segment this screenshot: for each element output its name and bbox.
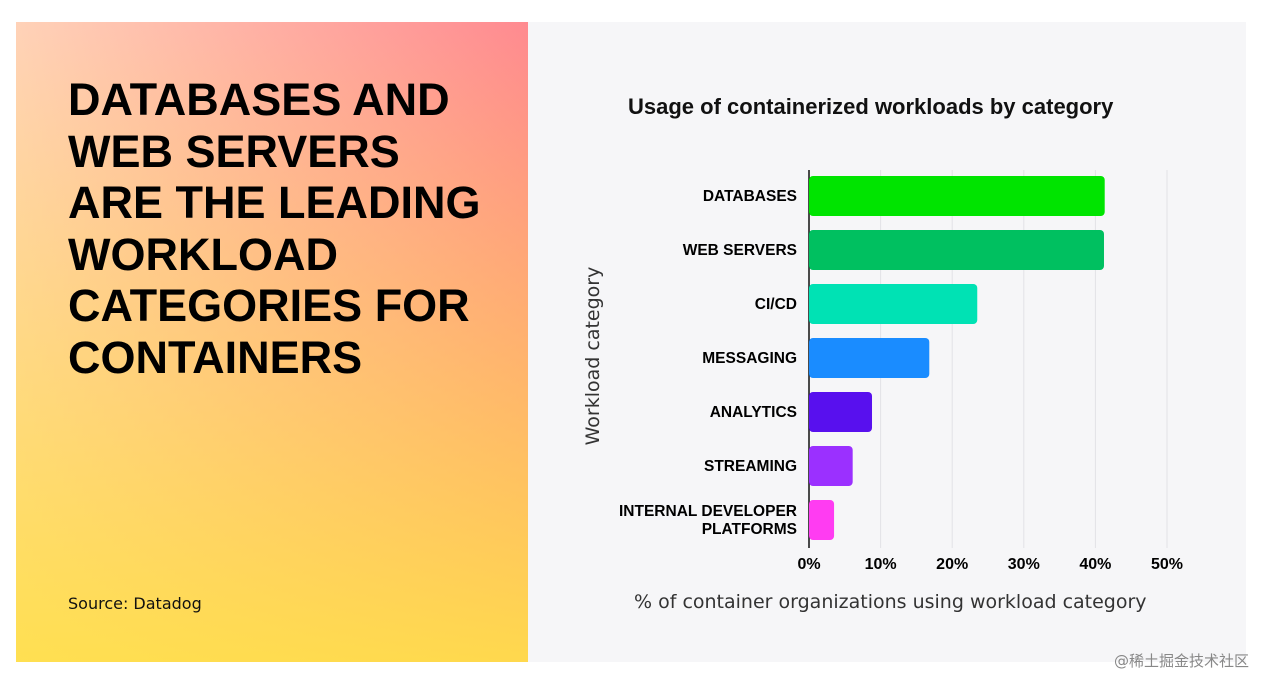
headline-line: CONTAINERS [68, 331, 363, 383]
chart-title: Usage of containerized workloads by cate… [628, 94, 1114, 119]
x-tick-label: 50% [1150, 556, 1184, 573]
bar [809, 284, 978, 324]
bar [809, 338, 930, 378]
headline-line: WEB SERVERS [68, 125, 400, 177]
watermark: @稀土掘金技术社区 [1114, 652, 1250, 670]
source: Source: Datadog [68, 594, 202, 613]
x-axis-label: % of container organizations using workl… [634, 591, 1147, 613]
headline-line: DATABASES AND [68, 74, 450, 125]
bar [809, 176, 1105, 216]
bar [809, 500, 835, 540]
headline-line: CATEGORIES FOR [68, 280, 470, 331]
left-panel [16, 22, 528, 662]
x-tick-label: 10% [864, 556, 897, 573]
x-tick-label: 30% [1007, 556, 1040, 573]
bar [809, 392, 873, 432]
y-tick-label: CI/CD [754, 296, 797, 313]
y-tick-label: DATABASES [702, 188, 797, 205]
headline-line: WORKLOAD [68, 228, 338, 280]
bar [809, 230, 1104, 270]
y-tick-label: MESSAGING [702, 350, 797, 367]
y-tick-label: ANALYTICS [709, 404, 797, 421]
x-tick-label: 20% [936, 556, 969, 573]
y-tick-label: STREAMING [704, 458, 797, 475]
y-tick-label: INTERNAL DEVELOPER PLATFORMS [619, 503, 797, 538]
y-tick-label: WEB SERVERS [682, 242, 797, 259]
bar [809, 446, 853, 486]
x-tick-label: 40% [1079, 556, 1112, 573]
x-tick-label: 0% [797, 556, 821, 573]
headline-line: ARE THE LEADING [68, 177, 481, 228]
